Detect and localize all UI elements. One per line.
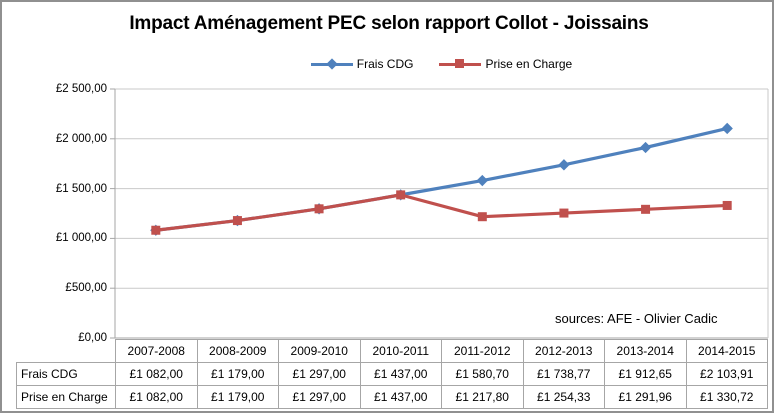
table-cell: £1 297,00	[278, 362, 361, 386]
table-header-row: 2007-2008 2008-2009 2009-2010 2010-2011 …	[17, 339, 768, 363]
chart-title: Impact Aménagement PEC selon rapport Col…	[129, 13, 649, 34]
y-axis-tick-label: £1 500,00	[55, 183, 107, 195]
table-header-cell: 2007-2008	[115, 339, 198, 363]
marker-square	[477, 212, 487, 222]
sources-annotation: sources: AFE - Olivier Cadic	[555, 311, 718, 326]
legend-item-frais-cdg[interactable]: Frais CDG	[310, 56, 414, 71]
y-axis-tick-label: £0,00	[78, 332, 107, 344]
table-cell: £1 254,33	[522, 385, 605, 409]
table-header-cell: 2008-2009	[196, 339, 279, 363]
legend-item-prise-en-charge[interactable]: Prise en Charge	[439, 57, 572, 71]
table-cell: £1 291,96	[604, 385, 687, 409]
table-cell: £1 297,00	[278, 385, 361, 409]
y-axis-tick-label: £2 000,00	[55, 133, 107, 145]
table-cell: £1 330,72	[685, 385, 768, 409]
marker-diamond	[721, 122, 733, 135]
table-cell: £1 179,00	[196, 362, 279, 386]
table-header-cell: 2013-2014	[604, 339, 687, 363]
table-header-cell: 2014-2015	[685, 339, 768, 363]
table-row-label: Prise en Charge	[16, 385, 116, 409]
table-cell: £1 082,00	[115, 385, 198, 409]
y-axis-tick-label: £2 500,00	[55, 83, 107, 95]
table-header-cell: 2009-2010	[278, 339, 361, 363]
table-cell: £2 103,91	[685, 362, 768, 386]
marker-square	[232, 216, 242, 226]
y-axis-tick-label: £1 000,00	[55, 232, 107, 244]
table-header-cell: 2010-2011	[359, 339, 442, 363]
table-row-label: Frais CDG	[16, 362, 116, 386]
marker-square	[722, 200, 732, 210]
table-cell: £1 179,00	[196, 385, 279, 409]
table-row-frais-cdg: Frais CDG £1 082,00 £1 179,00 £1 297,00 …	[16, 362, 768, 386]
table-cell: £1 437,00	[359, 362, 442, 386]
y-axis-tick-label: £500,00	[65, 282, 107, 294]
series-line-0	[154, 126, 729, 232]
marker-square	[641, 204, 651, 214]
legend-label: Frais CDG	[356, 56, 414, 71]
table-cell: £1 738,77	[522, 362, 605, 386]
table-cell: £1 217,80	[441, 385, 524, 409]
marker-diamond	[558, 159, 570, 171]
table-cell: £1 580,70	[441, 362, 524, 386]
chart-legend: Frais CDG Prise en Charge	[115, 55, 768, 72]
marker-diamond	[639, 141, 652, 154]
series-line-1	[154, 193, 729, 232]
table-cell: £1 437,00	[359, 385, 442, 409]
marker-square	[396, 190, 406, 200]
marker-square	[314, 204, 324, 214]
marker-square	[151, 225, 161, 235]
table-header-cell: 2012-2013	[522, 339, 605, 363]
table-header-cell: 2011-2012	[441, 339, 524, 363]
marker-square	[559, 208, 569, 218]
frais-cdg-line-diamond-icon	[310, 57, 353, 70]
table-corner-cell	[17, 340, 116, 363]
table-row-prise-en-charge: Prise en Charge £1 082,00 £1 179,00 £1 2…	[16, 385, 768, 409]
marker-diamond	[476, 174, 488, 187]
prise-en-charge-line-square-icon	[439, 58, 482, 70]
legend-label: Prise en Charge	[485, 56, 573, 71]
table-cell: £1 082,00	[115, 362, 198, 386]
table-cell: £1 912,65	[604, 362, 687, 386]
data-table: 2007-2008 2008-2009 2009-2010 2010-2011 …	[16, 339, 768, 409]
